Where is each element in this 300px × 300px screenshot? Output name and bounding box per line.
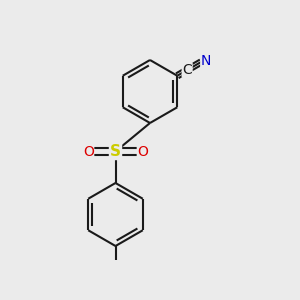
Text: N: N [201, 54, 211, 68]
Text: S: S [110, 144, 121, 159]
Text: O: O [137, 145, 148, 158]
Text: O: O [83, 145, 94, 158]
Text: C: C [182, 63, 192, 77]
